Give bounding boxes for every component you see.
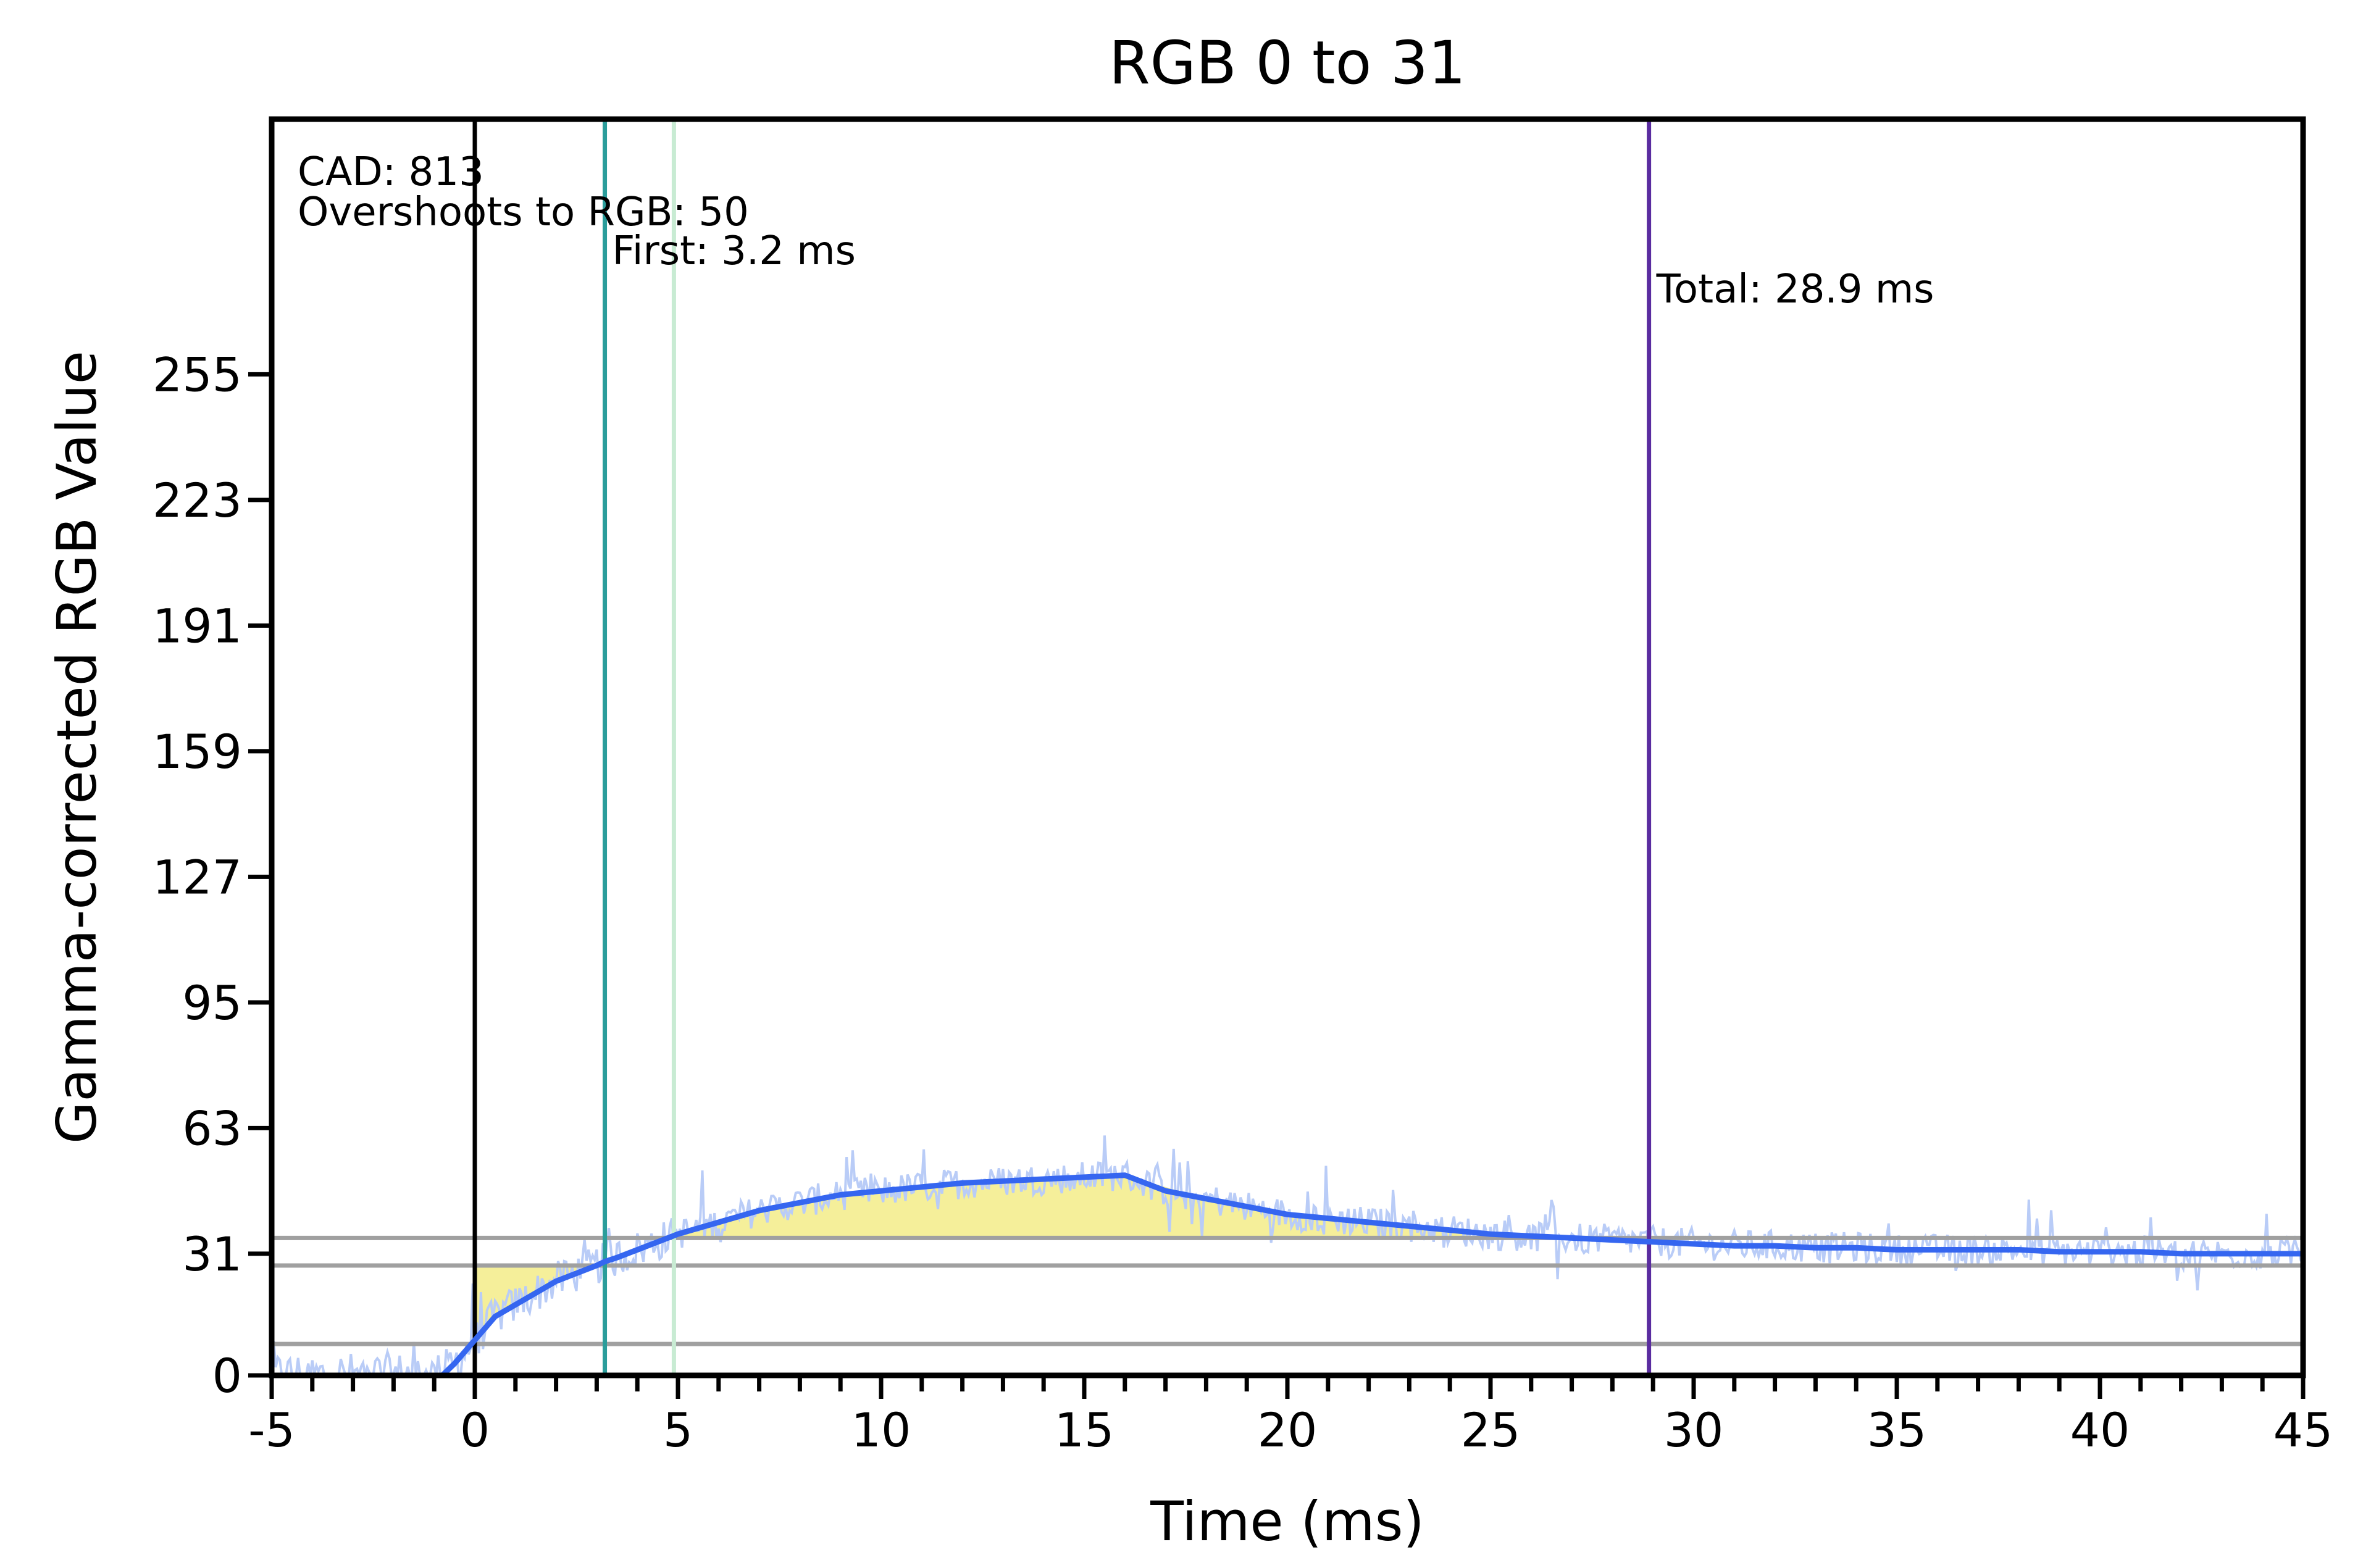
annotations: CAD: 813 Overshoots to RGB: 50 First: 3.… xyxy=(298,149,1934,312)
x-tick-label: 30 xyxy=(1664,1403,1724,1457)
y-tick-label: 95 xyxy=(182,975,242,1030)
x-tick-label: 45 xyxy=(2273,1403,2333,1457)
y-tick-label: 63 xyxy=(182,1101,242,1156)
fill-region-1 xyxy=(674,1175,1471,1238)
annotation-overshoot: Overshoots to RGB: 50 xyxy=(298,190,749,235)
annotation-total: Total: 28.9 ms xyxy=(1656,267,1934,312)
x-tick-label: 15 xyxy=(1055,1403,1114,1457)
y-axis-label: Gamma-corrected RGB Value xyxy=(45,351,109,1144)
x-tick-label: 40 xyxy=(2070,1403,2130,1457)
y-tick-label: 31 xyxy=(182,1227,242,1282)
x-tick-label: 0 xyxy=(460,1403,490,1457)
smoothed-line xyxy=(272,1172,2303,1375)
fill-region-0 xyxy=(475,1261,605,1340)
plot-area xyxy=(272,119,2303,1375)
annotation-cad: CAD: 813 xyxy=(298,149,484,195)
x-tick-label: 25 xyxy=(1461,1403,1521,1457)
x-tick-label: -5 xyxy=(248,1403,295,1457)
y-tick-label: 127 xyxy=(153,849,242,904)
chart-title: RGB 0 to 31 xyxy=(1109,28,1466,98)
y-tick-label: 255 xyxy=(153,347,242,402)
x-tick-label: 10 xyxy=(851,1403,911,1457)
y-tick-label: 191 xyxy=(153,598,242,653)
x-tick-label: 20 xyxy=(1258,1403,1318,1457)
y-tick-label: 223 xyxy=(153,473,242,528)
axis-ticks: -5 0 5 10 15 20 25 30 35 40 4503163951271591912232… xyxy=(153,347,2333,1457)
x-tick-label: 35 xyxy=(1867,1403,1927,1457)
annotation-first: First: 3.2 ms xyxy=(613,228,856,274)
x-axis-label: Time (ms) xyxy=(1150,1490,1424,1553)
y-tick-label: 0 xyxy=(212,1348,242,1403)
x-tick-label: 5 xyxy=(663,1403,693,1457)
plot-frame xyxy=(269,116,2306,1378)
y-tick-label: 159 xyxy=(153,724,242,779)
